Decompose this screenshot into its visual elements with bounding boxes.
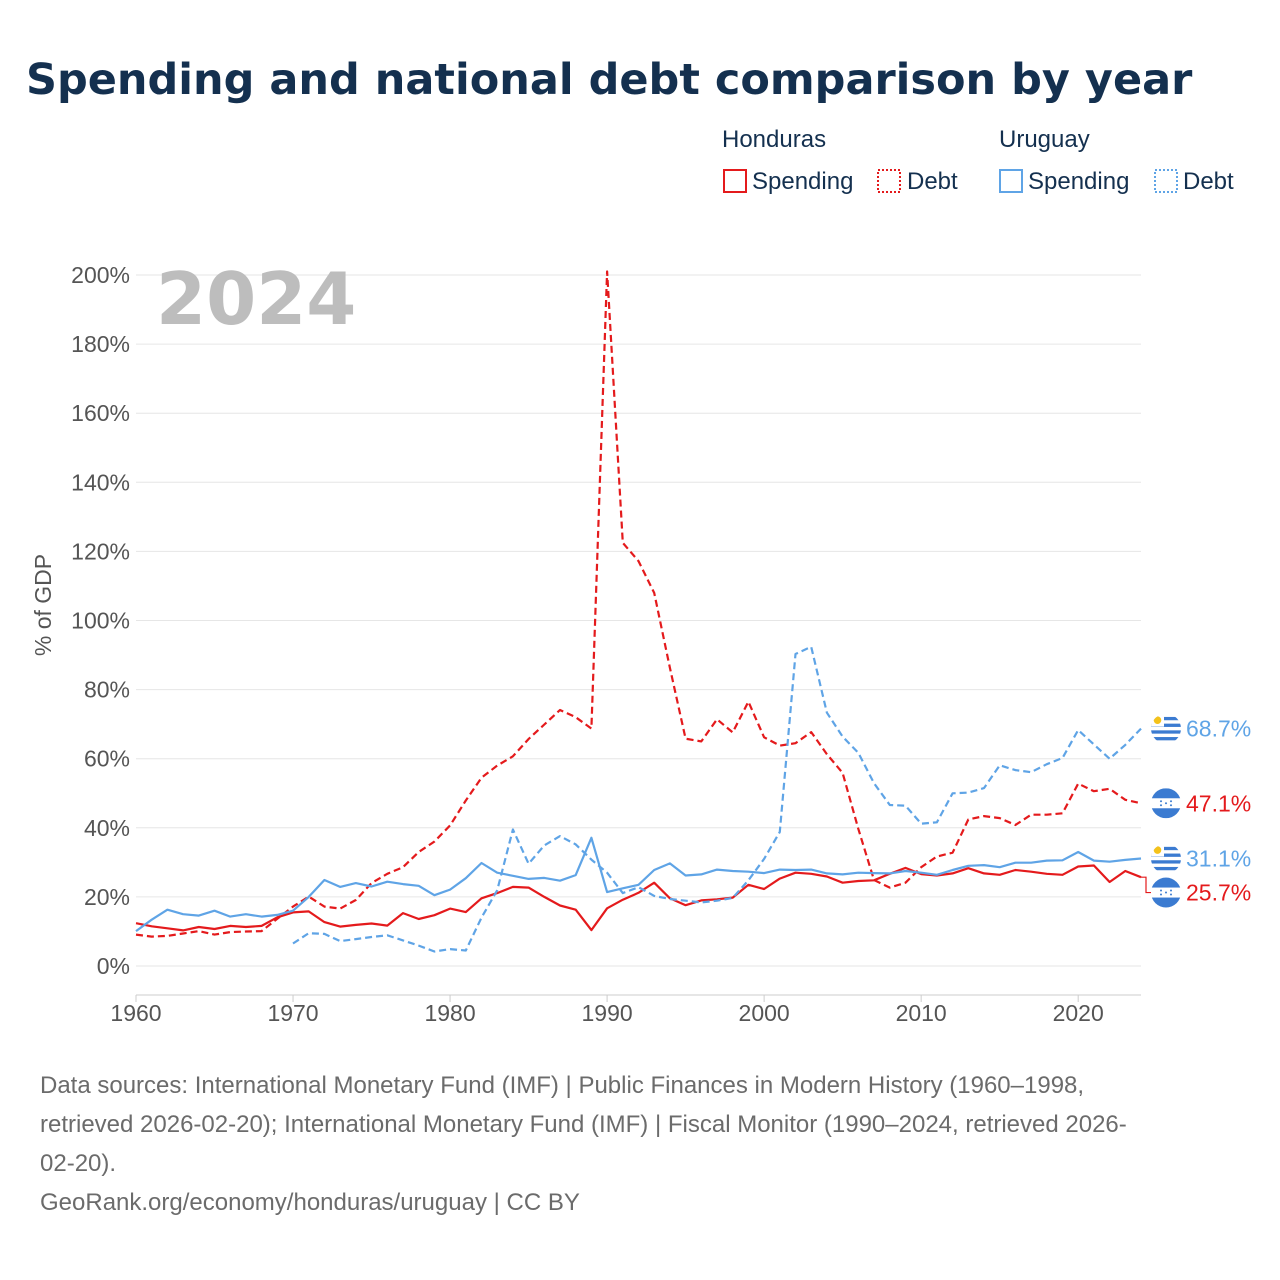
legend-label-uruguay-spending: Spending	[1028, 168, 1129, 195]
y-tick-label: 80%	[84, 677, 130, 703]
y-tick-label: 40%	[84, 815, 130, 841]
y-tick-label: 60%	[84, 746, 130, 772]
honduras-flag-icon	[1151, 788, 1181, 819]
y-axis: 0% 20% 40% 60% 80% 100% 120% 140% 160% 180% 200%	[71, 262, 130, 979]
y-tick-label: 180%	[71, 331, 130, 357]
x-tick-label: 1970	[267, 1000, 318, 1026]
gridlines	[136, 274, 1141, 967]
footer-sources-line2: retrieved 2026-02-20); International Mon…	[40, 1111, 1127, 1138]
uruguay-flag-icon	[1151, 843, 1181, 874]
x-tick-label: 1960	[110, 1000, 161, 1026]
legend-swatch-uruguay-debt	[1154, 169, 1178, 193]
legend-country-uruguay: Uruguay	[999, 126, 1090, 153]
x-tick-label: 2020	[1053, 1000, 1104, 1026]
y-tick-label: 120%	[71, 538, 130, 564]
legend: Honduras Spending Debt Uruguay Spending …	[722, 126, 1234, 195]
footer: Data sources: International Monetary Fun…	[40, 1072, 1127, 1216]
honduras-flag-icon	[1151, 877, 1181, 908]
end-label-honduras-debt: 47.1%	[1186, 790, 1251, 816]
y-tick-label: 200%	[71, 262, 130, 288]
y-axis-label: % of GDP	[30, 554, 56, 656]
y-tick-label: 160%	[71, 400, 130, 426]
series-line-honduras-spending	[135, 864, 1142, 932]
x-axis: 1960 1970 1980 1990 2000 2010 2020	[110, 994, 1141, 1026]
legend-label-honduras-debt: Debt	[907, 168, 958, 195]
end-label-uruguay-spending: 31.1%	[1186, 846, 1251, 872]
end-label-uruguay-debt: 68.7%	[1186, 716, 1251, 742]
chart-title: Spending and national debt comparison by…	[26, 55, 1193, 105]
x-tick-label: 2000	[739, 1000, 790, 1026]
series-lines	[135, 270, 1142, 953]
y-tick-label: 140%	[71, 469, 130, 495]
y-tick-label: 0%	[97, 953, 130, 979]
series-line-honduras-debt	[135, 270, 1142, 938]
legend-label-uruguay-debt: Debt	[1183, 168, 1234, 195]
y-tick-label: 100%	[71, 608, 130, 634]
legend-swatch-honduras-debt	[877, 169, 901, 193]
x-tick-label: 2010	[896, 1000, 947, 1026]
series-line-uruguay-spending	[135, 836, 1142, 932]
end-label-connector	[1141, 876, 1151, 894]
legend-swatch-uruguay-spending	[999, 169, 1023, 193]
y-tick-label: 20%	[84, 884, 130, 910]
legend-label-honduras-spending: Spending	[752, 168, 853, 195]
end-label-honduras-spending: 25.7%	[1186, 880, 1251, 906]
end-labels: 68.7% 47.1% 31.1% 25.7%	[1141, 713, 1251, 908]
x-tick-label: 1990	[582, 1000, 633, 1026]
x-tick-label: 1980	[424, 1000, 475, 1026]
footer-sources-line3: 02-20).	[40, 1150, 116, 1177]
footer-sources-line1: Data sources: International Monetary Fun…	[40, 1072, 1084, 1099]
series-line-uruguay-debt	[292, 645, 1142, 953]
footer-credit: GeoRank.org/economy/honduras/uruguay | C…	[40, 1189, 580, 1216]
uruguay-flag-icon	[1151, 713, 1181, 744]
legend-swatch-honduras-spending	[723, 169, 747, 193]
current-year-watermark: 2024	[156, 257, 356, 341]
legend-country-honduras: Honduras	[722, 126, 826, 153]
